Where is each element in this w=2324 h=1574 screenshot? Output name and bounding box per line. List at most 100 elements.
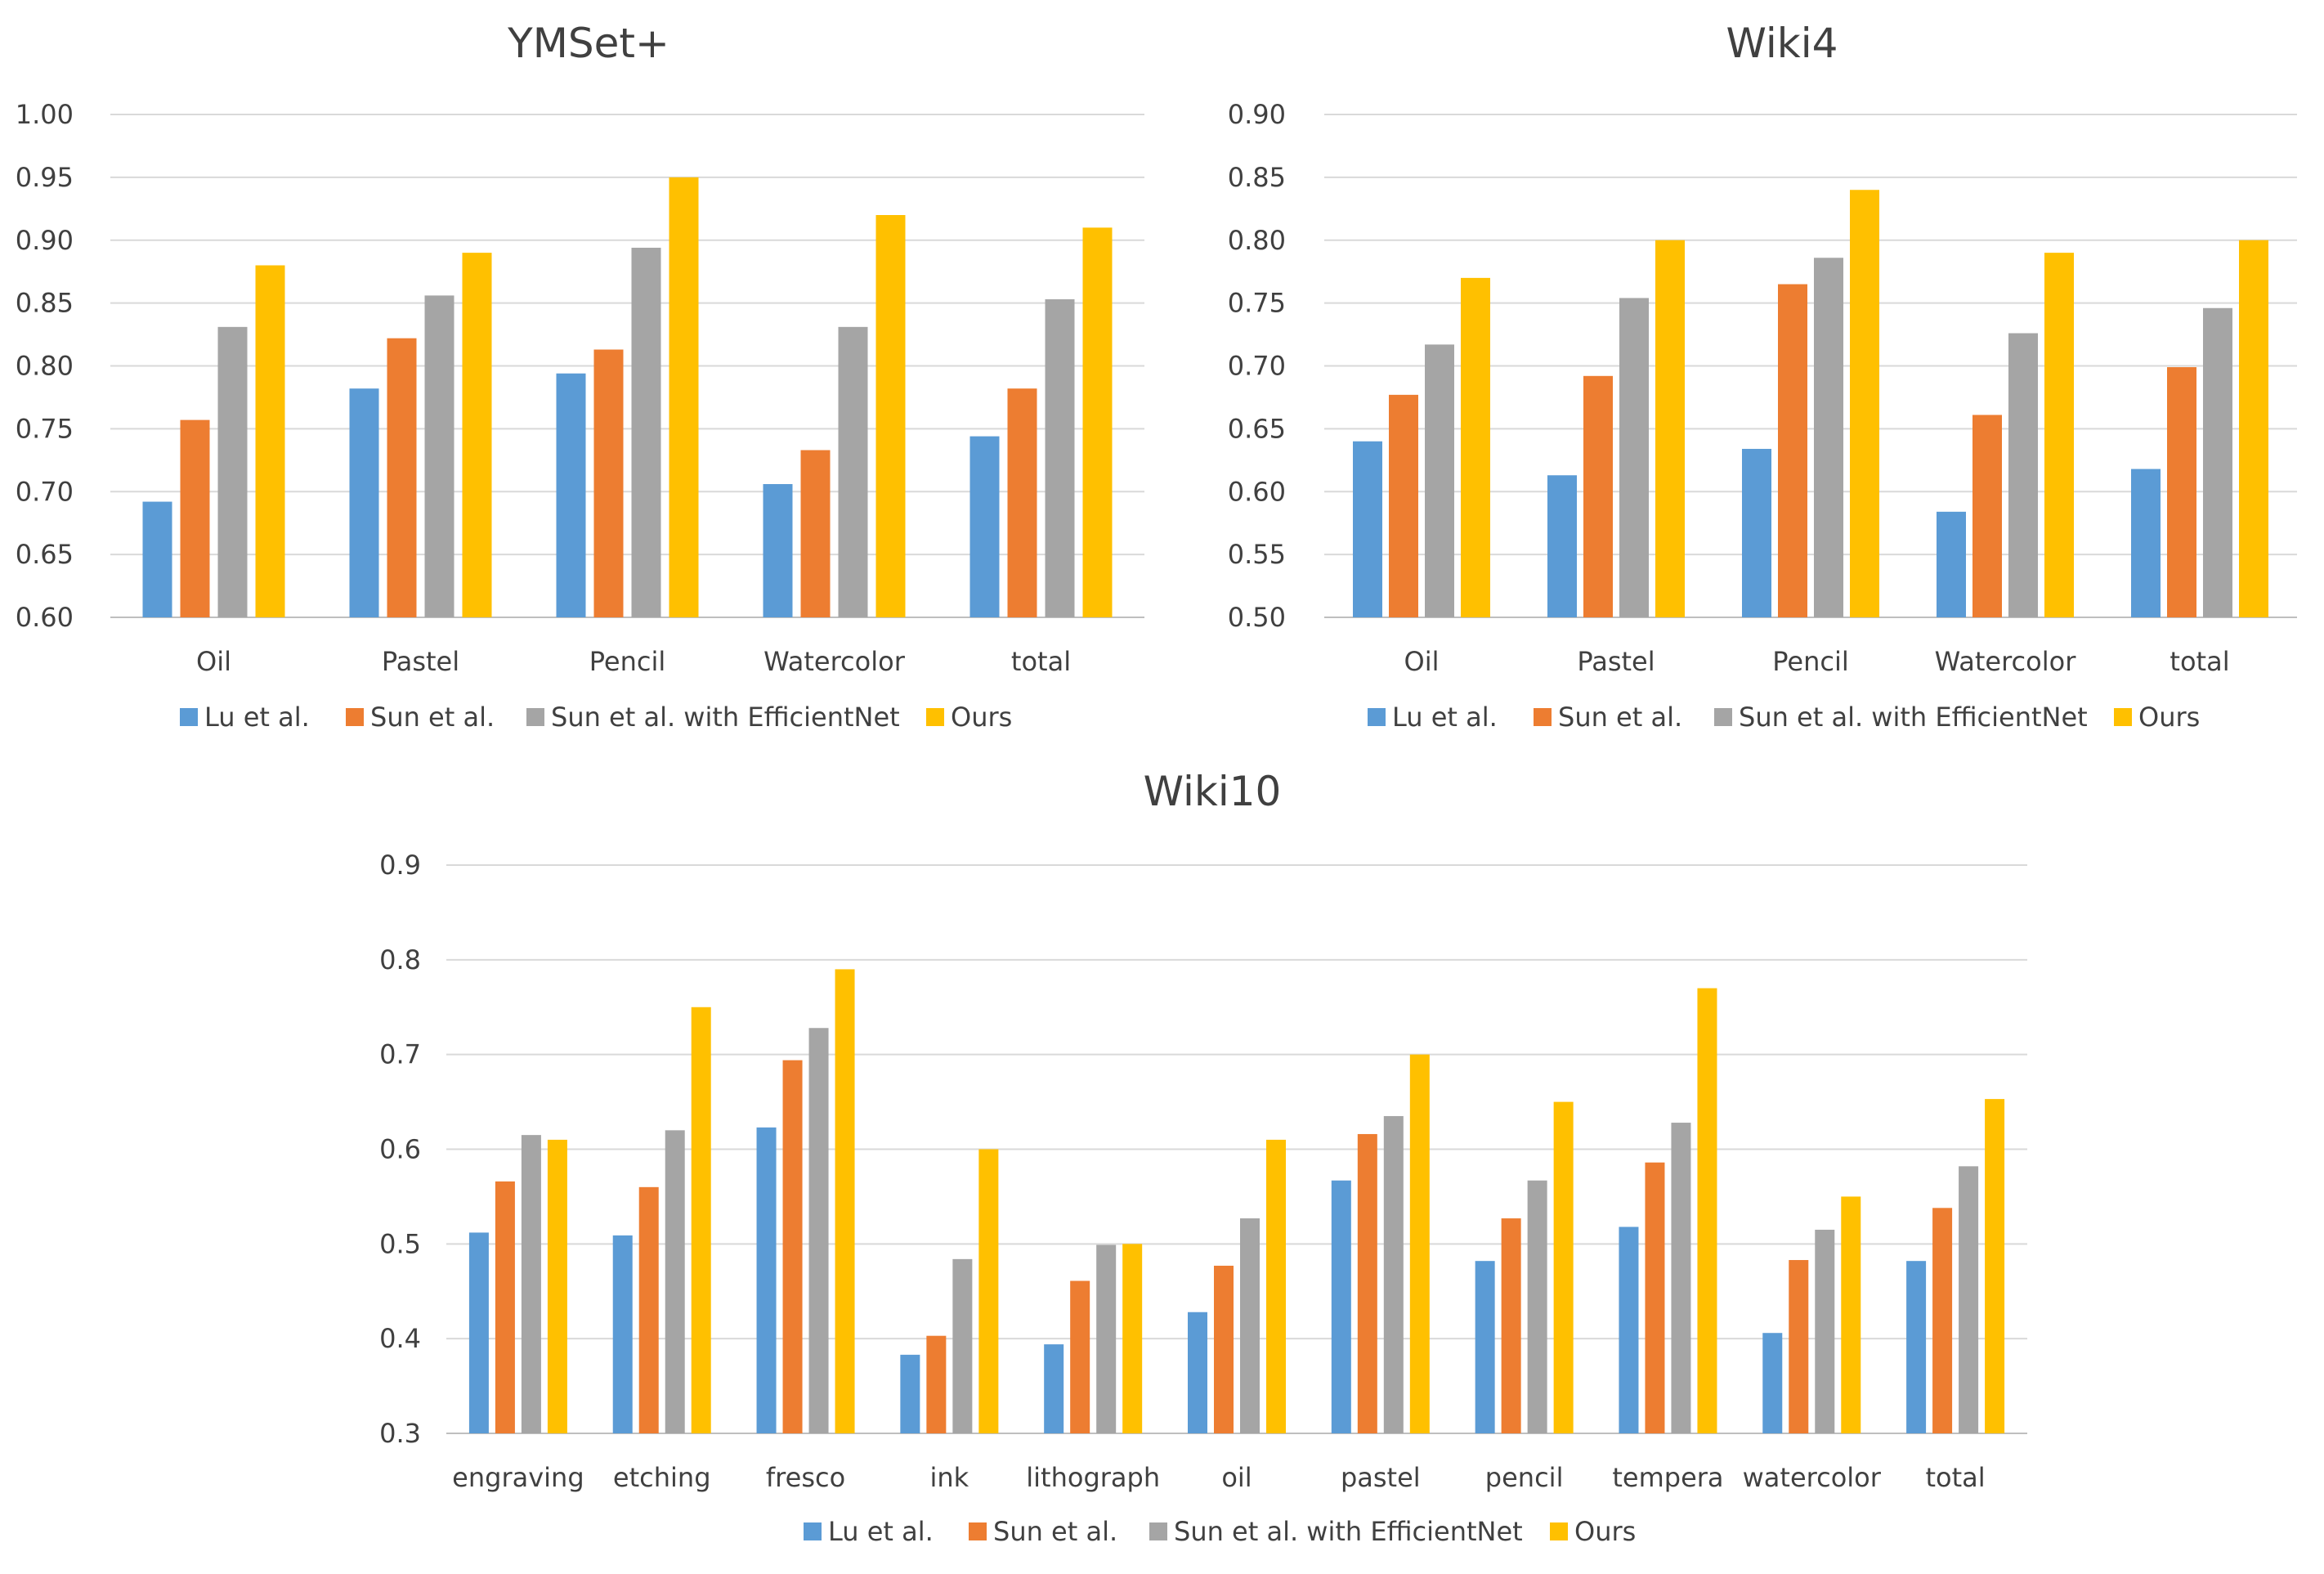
chart-wiki4: Wiki4 0.50 0.55 0.60 0.65 0.70 0.75 0.80 0.85 0.9…: [1228, 20, 2297, 733]
chart-wiki10: Wiki10 0.3 0.4 0.5 0.6 0.7 0.8 0.9 engraving etch…: [379, 768, 2027, 1547]
y-tick-label: 0.85: [1228, 162, 1286, 193]
x-tick-label: Oil: [1404, 646, 1440, 677]
y-tick-label: 0.75: [16, 413, 74, 444]
legend-label: Lu et al.: [828, 1516, 934, 1547]
y-tick-label: 0.70: [1228, 351, 1286, 382]
bar-sun-et-al-pastel: [387, 338, 417, 617]
y-tick-label: 0.60: [1228, 476, 1286, 507]
bar-lu-et-al-tempera: [1619, 1226, 1639, 1433]
bar-ours-pencil: [1850, 190, 1879, 617]
x-tick-label: Watercolor: [1935, 646, 2077, 677]
bar-ours-engraving: [547, 1139, 567, 1433]
bar-sun-et-al-with-efficientnet-total: [2203, 307, 2232, 617]
legend-label: Lu et al.: [1392, 702, 1498, 733]
y-tick-label: 0.6: [379, 1134, 421, 1165]
x-tick-label: total: [1926, 1462, 1986, 1493]
bar-lu-et-al-watercolor: [1762, 1333, 1783, 1433]
bar-sun-et-al-with-efficientnet-oil: [217, 326, 248, 617]
y-tick-label: 1.00: [16, 99, 74, 130]
legend-swatch-sun-et-al: [969, 1522, 987, 1540]
bar-sun-et-al-pastel: [1583, 375, 1613, 617]
bar-sun-et-al-with-efficientnet-tempera: [1671, 1123, 1691, 1433]
bar-lu-et-al-total: [1906, 1261, 1927, 1433]
y-tick-label: 0.7: [379, 1039, 421, 1070]
bar-sun-et-al-fresco: [782, 1060, 803, 1433]
bar-lu-et-al-pastel: [1547, 475, 1577, 617]
bar-lu-et-al-pencil: [556, 373, 586, 617]
x-tick-label: fresco: [766, 1462, 845, 1493]
bar-ours-pencil: [669, 177, 699, 617]
legend-label: Sun et al. with EfficientNet: [1174, 1516, 1523, 1547]
bar-sun-et-al-with-efficientnet-oil: [1425, 344, 1454, 617]
bar-sun-et-al-pencil: [1501, 1218, 1521, 1433]
bar-sun-et-al-with-efficientnet-watercolor: [838, 326, 868, 617]
bar-lu-et-al-total: [969, 436, 1000, 617]
bar-sun-et-al-with-efficientnet-oil: [1240, 1218, 1260, 1433]
bar-sun-et-al-pencil: [1778, 284, 1807, 617]
legend-label: Sun et al. with EfficientNet: [551, 702, 900, 733]
bar-ours-pastel: [1409, 1054, 1430, 1433]
bar-sun-et-al-oil: [180, 419, 210, 617]
bar-ours-total: [1985, 1099, 2005, 1433]
x-tick-label: total: [2170, 646, 2229, 677]
bar-sun-et-al-oil: [1389, 394, 1418, 617]
legend-swatch-lu-et-al: [1368, 708, 1386, 726]
y-tick-label: 0.8: [379, 944, 421, 975]
bar-lu-et-al-fresco: [756, 1127, 777, 1433]
y-tick-label: 0.65: [1228, 413, 1286, 444]
y-tick-label: 0.70: [16, 476, 74, 507]
chart-ymset: YMSet+ 0.60 0.65 0.70 0.75 0.80 0.85 0.90 0.95 1.…: [16, 20, 1144, 733]
y-tick-label: 0.80: [1228, 225, 1286, 256]
legend-label: Sun et al. with EfficientNet: [1739, 702, 2088, 733]
bar-lu-et-al-etching: [612, 1235, 633, 1433]
bar-lu-et-al-oil: [1188, 1312, 1207, 1433]
bar-lu-et-al-lithograph: [1044, 1344, 1064, 1433]
legend-label: Sun et al.: [993, 1516, 1117, 1547]
legend-label: Ours: [2138, 702, 2200, 733]
y-tick-label: 0.65: [16, 539, 74, 570]
legend-label: Sun et al.: [1558, 702, 1682, 733]
bar-ours-fresco: [835, 969, 855, 1433]
y-tick-label: 0.3: [379, 1418, 421, 1449]
x-tick-label: Pencil: [1772, 646, 1849, 677]
bar-sun-et-al-etching: [638, 1186, 659, 1433]
bar-lu-et-al-watercolor: [763, 484, 793, 617]
legend-swatch-ours: [926, 708, 944, 726]
y-tick-label: 0.80: [16, 351, 74, 382]
bar-sun-et-al-watercolor: [1972, 415, 2002, 617]
bar-ours-tempera: [1697, 988, 1717, 1433]
y-tick-label: 0.75: [1228, 288, 1286, 319]
bar-sun-et-al-watercolor: [800, 450, 831, 617]
bar-sun-et-al-total: [1007, 388, 1037, 617]
legend-swatch-lu-et-al: [180, 708, 198, 726]
x-tick-label: ink: [930, 1462, 969, 1493]
bar-lu-et-al-oil: [1353, 441, 1382, 617]
bar-lu-et-al-engraving: [468, 1232, 489, 1433]
y-tick-label: 0.90: [16, 225, 74, 256]
x-tick-label: Pencil: [589, 646, 666, 677]
bar-sun-et-al-total: [1932, 1208, 1953, 1433]
bar-lu-et-al-ink: [900, 1354, 920, 1433]
bar-sun-et-al-with-efficientnet-pencil: [631, 247, 661, 617]
y-tick-label: 0.5: [379, 1228, 421, 1259]
bar-sun-et-al-pastel: [1357, 1133, 1377, 1433]
bar-ours-oil: [1461, 277, 1490, 617]
bar-sun-et-al-with-efficientnet-lithograph: [1096, 1244, 1117, 1433]
legend-label: Lu et al.: [204, 702, 310, 733]
bar-ours-pencil: [1553, 1101, 1574, 1433]
bar-sun-et-al-with-efficientnet-etching: [665, 1130, 685, 1433]
bar-lu-et-al-pastel: [349, 388, 379, 617]
bar-ours-pastel: [462, 253, 492, 617]
bar-ours-oil: [255, 265, 285, 617]
bar-sun-et-al-total: [2167, 367, 2196, 617]
bar-sun-et-al-with-efficientnet-total: [1045, 299, 1075, 617]
y-tick-label: 0.90: [1228, 99, 1286, 130]
y-tick-label: 0.85: [16, 288, 74, 319]
bar-ours-oil: [1266, 1139, 1286, 1433]
bar-sun-et-al-ink: [926, 1335, 947, 1433]
legend-swatch-ours: [2114, 708, 2132, 726]
x-tick-label: Pastel: [1577, 646, 1655, 677]
chart-title: Wiki10: [1144, 768, 1282, 815]
bar-sun-et-al-watercolor: [1789, 1260, 1809, 1433]
